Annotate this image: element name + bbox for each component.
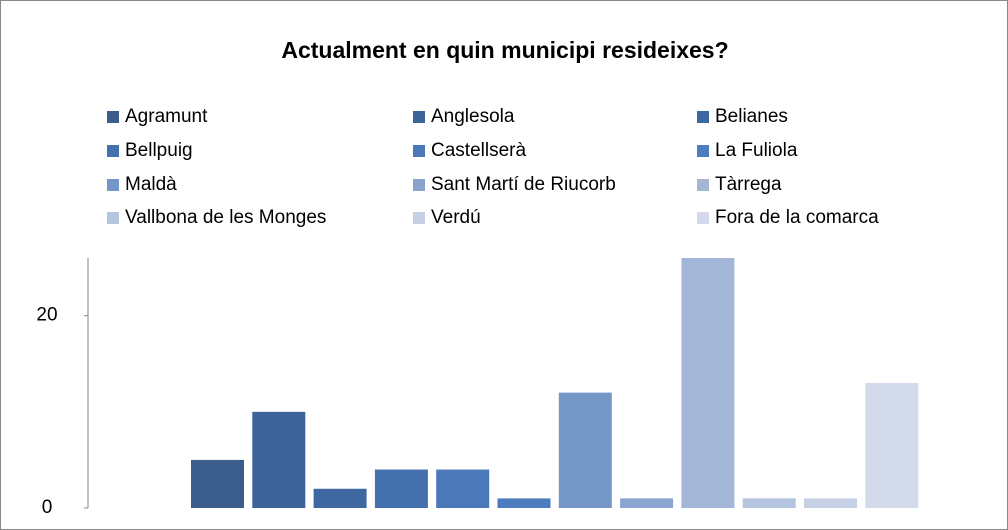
legend-swatch [697, 212, 709, 224]
legend-swatch [107, 111, 119, 123]
legend-swatch [413, 111, 425, 123]
legend-label: Belianes [715, 106, 788, 127]
legend-swatch [107, 179, 119, 191]
legend-label: Fora de la comarca [715, 207, 879, 228]
bar [865, 383, 919, 508]
legend-label: Castellserà [431, 140, 526, 161]
legend-label: Anglesola [431, 106, 515, 127]
bar [804, 498, 857, 508]
legend-label: Bellpuig [125, 140, 193, 161]
legend-label: Maldà [125, 174, 177, 195]
y-tick-label: 20 [36, 305, 57, 326]
legend-label: Sant Martí de Riucorb [431, 174, 616, 195]
legend-swatch [107, 145, 119, 157]
legend-label: La Fuliola [715, 140, 798, 161]
y-tick-label: 0 [42, 497, 53, 518]
legend-swatch [107, 212, 119, 224]
legend-swatch [413, 145, 425, 157]
bar [742, 498, 796, 508]
legend-swatch [697, 179, 709, 191]
bar [191, 459, 244, 508]
bar [497, 498, 551, 508]
legend-swatch [697, 145, 709, 157]
bar [620, 498, 674, 508]
bar [374, 469, 428, 508]
bar [252, 411, 306, 508]
bar [313, 488, 367, 508]
bar [558, 392, 612, 508]
legend-label: Verdú [431, 207, 481, 228]
chart-title: Actualment en quin municipi resideixes? [281, 37, 728, 63]
legend-label: Tàrrega [715, 174, 782, 195]
bar [436, 469, 490, 508]
bar [681, 258, 735, 508]
legend-swatch [413, 179, 425, 191]
legend-swatch [413, 212, 425, 224]
legend-swatch [697, 111, 709, 123]
legend-label: Agramunt [125, 106, 208, 127]
legend-label: Vallbona de les Monges [125, 207, 326, 228]
